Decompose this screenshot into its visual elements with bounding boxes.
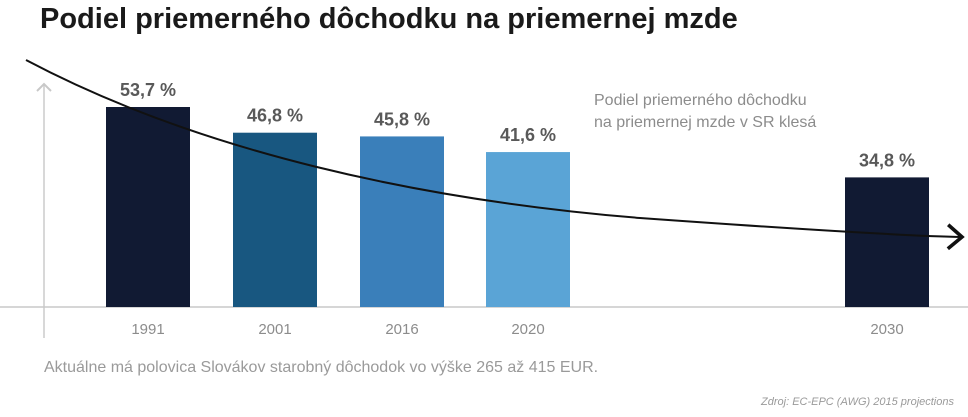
annotation-line-2: na priemernej mzde v SR klesá [594,114,817,131]
source-note: Zdroj: EC-EPC (AWG) 2015 projections [761,396,954,408]
tick-label-2001: 2001 [258,321,291,338]
value-label-2001: 46,8 % [247,106,303,126]
annotation-line-1: Podiel priemerného dôchodku [594,92,807,109]
value-label-2016: 45,8 % [374,109,430,129]
value-label-2030: 34,8 % [859,150,915,170]
value-label-1991: 53,7 % [120,80,176,100]
chart-title: Podiel priemerného dôchodku na priemerne… [40,3,738,35]
footnote: Aktuálne má polovica Slovákov starobný d… [44,359,599,376]
bar-2016 [360,136,444,307]
tick-label-2020: 2020 [511,321,544,338]
bar-2030 [845,177,929,307]
bar-1991 [106,107,190,307]
tick-label-2030: 2030 [870,321,903,338]
tick-label-1991: 1991 [131,321,164,338]
value-label-2020: 41,6 % [500,125,556,145]
chart-annotation: Podiel priemerného dôchodku na priemerne… [594,90,894,134]
bar-2001 [233,132,317,307]
trend-curve [25,59,965,251]
tick-label-2016: 2016 [385,321,418,338]
bar-2020 [486,152,570,307]
